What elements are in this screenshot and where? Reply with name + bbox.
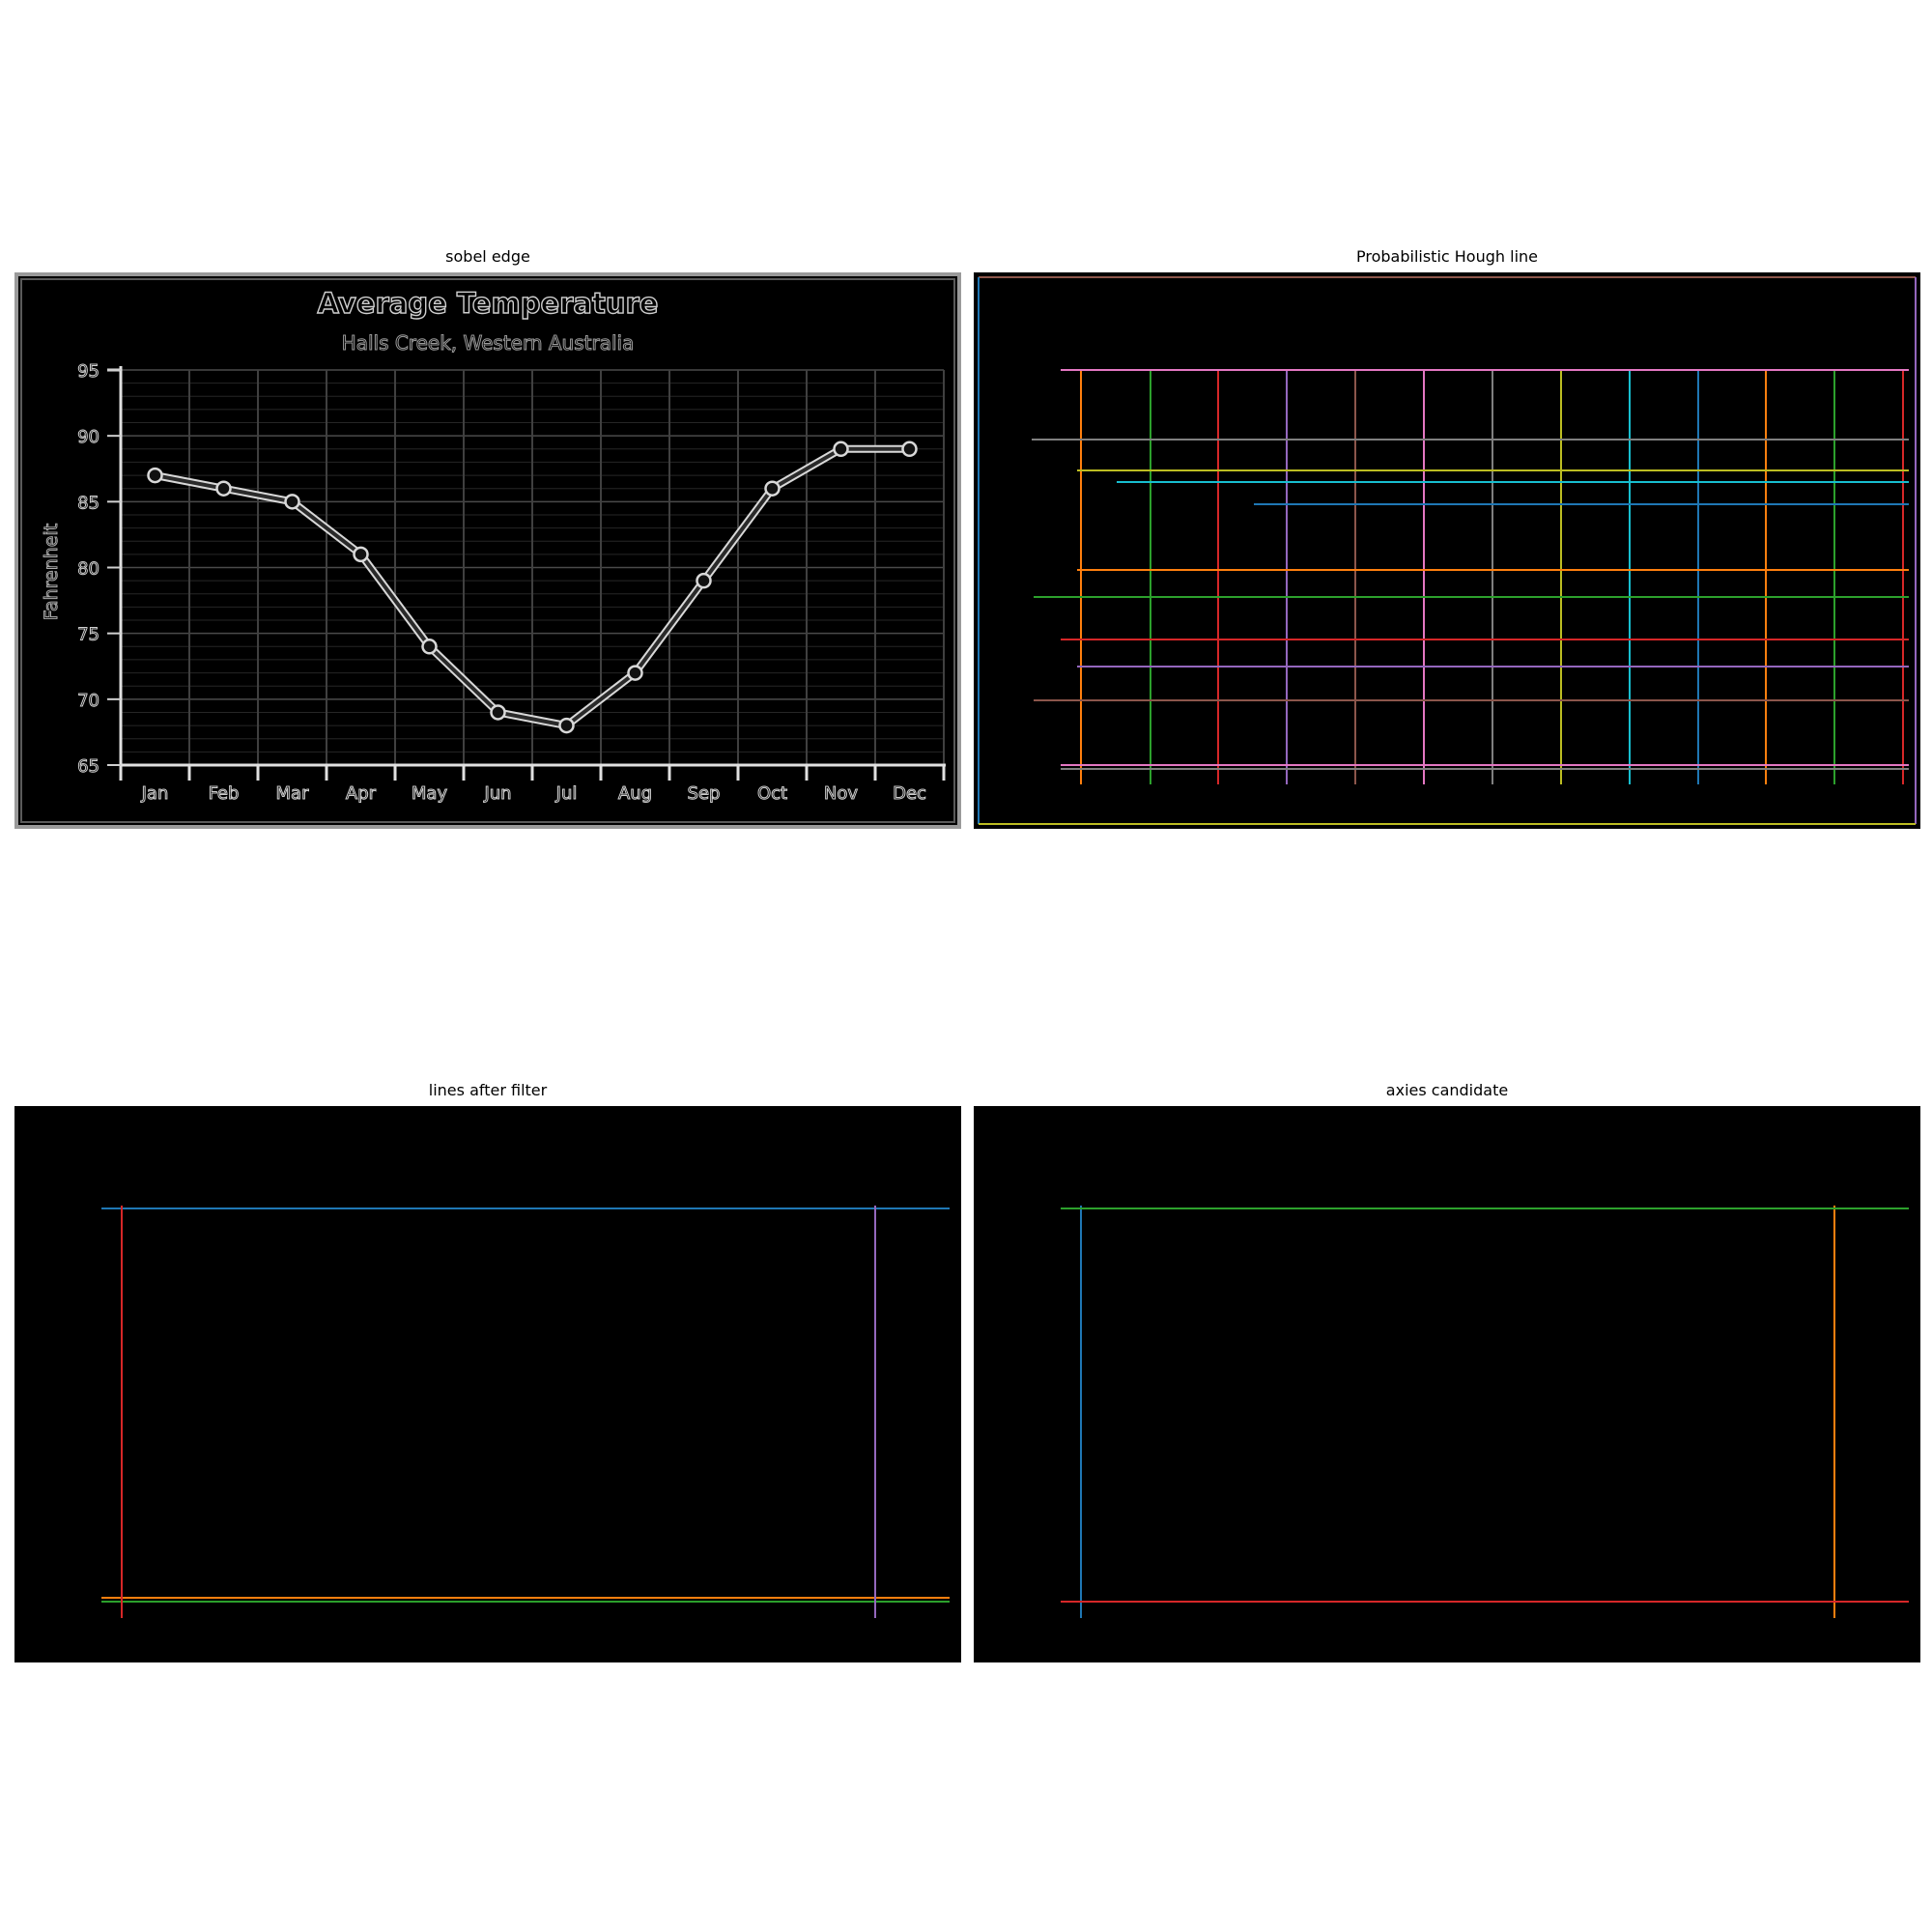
data-point bbox=[147, 467, 163, 484]
data-point bbox=[284, 494, 300, 510]
data-point bbox=[627, 665, 643, 681]
data-point bbox=[421, 639, 438, 655]
panel-title-sobel-edge: sobel edge bbox=[445, 247, 530, 266]
series-line bbox=[155, 446, 910, 728]
y-axis-label: Fahrenheit bbox=[41, 524, 62, 620]
x-tick-label: Sep bbox=[688, 783, 721, 804]
data-point bbox=[833, 440, 849, 458]
y-tick-label: 90 bbox=[77, 427, 99, 447]
data-point bbox=[215, 480, 232, 497]
sobel-edge-chart: Average Temperature Halls Creek, Western… bbox=[14, 272, 961, 829]
x-tick-label: Mar bbox=[276, 783, 310, 804]
panel-title-axies-candidate: axies candidate bbox=[1385, 1081, 1509, 1099]
x-tick-label: Jul bbox=[555, 783, 578, 804]
data-point bbox=[558, 717, 575, 734]
x-tick-label: Jan bbox=[141, 783, 169, 804]
x-tick-label: May bbox=[412, 783, 448, 804]
chart-subtitle: Halls Creek, Western Australia bbox=[342, 331, 635, 355]
x-tick-label: Oct bbox=[757, 783, 787, 804]
y-tick-label: 80 bbox=[77, 559, 99, 580]
panel-title-lines-after-filter: lines after filter bbox=[428, 1081, 548, 1099]
data-point bbox=[764, 480, 781, 497]
inner-border bbox=[20, 278, 955, 823]
data-point bbox=[490, 704, 506, 721]
y-tick-label: 75 bbox=[77, 625, 99, 645]
y-tick-labels: 65 70 75 80 85 90 95 bbox=[77, 361, 100, 778]
axes-candidate-plot bbox=[1061, 1206, 1909, 1618]
x-tick-label: Jun bbox=[483, 783, 511, 804]
axes-candidate-panel bbox=[974, 1106, 1920, 1662]
y-tick-label: 85 bbox=[77, 493, 99, 513]
x-tick-label: Apr bbox=[346, 783, 377, 804]
temperature-series bbox=[147, 440, 918, 734]
y-tick-label: 65 bbox=[77, 756, 99, 777]
outer-border bbox=[14, 272, 961, 829]
x-tick-label: Nov bbox=[824, 783, 858, 804]
hough-lines-plot bbox=[978, 276, 1917, 825]
x-tick-label: Feb bbox=[209, 783, 240, 804]
data-point bbox=[901, 440, 918, 458]
chart-title: Average Temperature bbox=[318, 287, 659, 320]
sobel-edge-panel: Average Temperature Halls Creek, Western… bbox=[14, 272, 961, 829]
grid-lines bbox=[121, 369, 945, 766]
y-tick-label: 70 bbox=[77, 691, 99, 711]
x-tick-labels: Jan Feb Mar Apr May Jun Jul Aug Sep Oct Nov Dec bbox=[140, 783, 926, 805]
x-tick-label: Aug bbox=[618, 783, 652, 804]
hough-panel bbox=[974, 272, 1920, 829]
data-point bbox=[696, 572, 712, 589]
data-point bbox=[353, 546, 369, 563]
y-tick-label: 95 bbox=[77, 361, 99, 382]
panel-title-hough: Probabilistic Hough line bbox=[1356, 247, 1538, 266]
x-tick-label: Dec bbox=[893, 783, 926, 804]
filtered-lines-plot bbox=[101, 1206, 950, 1618]
filtered-lines-panel bbox=[14, 1106, 961, 1662]
axes bbox=[107, 366, 946, 781]
